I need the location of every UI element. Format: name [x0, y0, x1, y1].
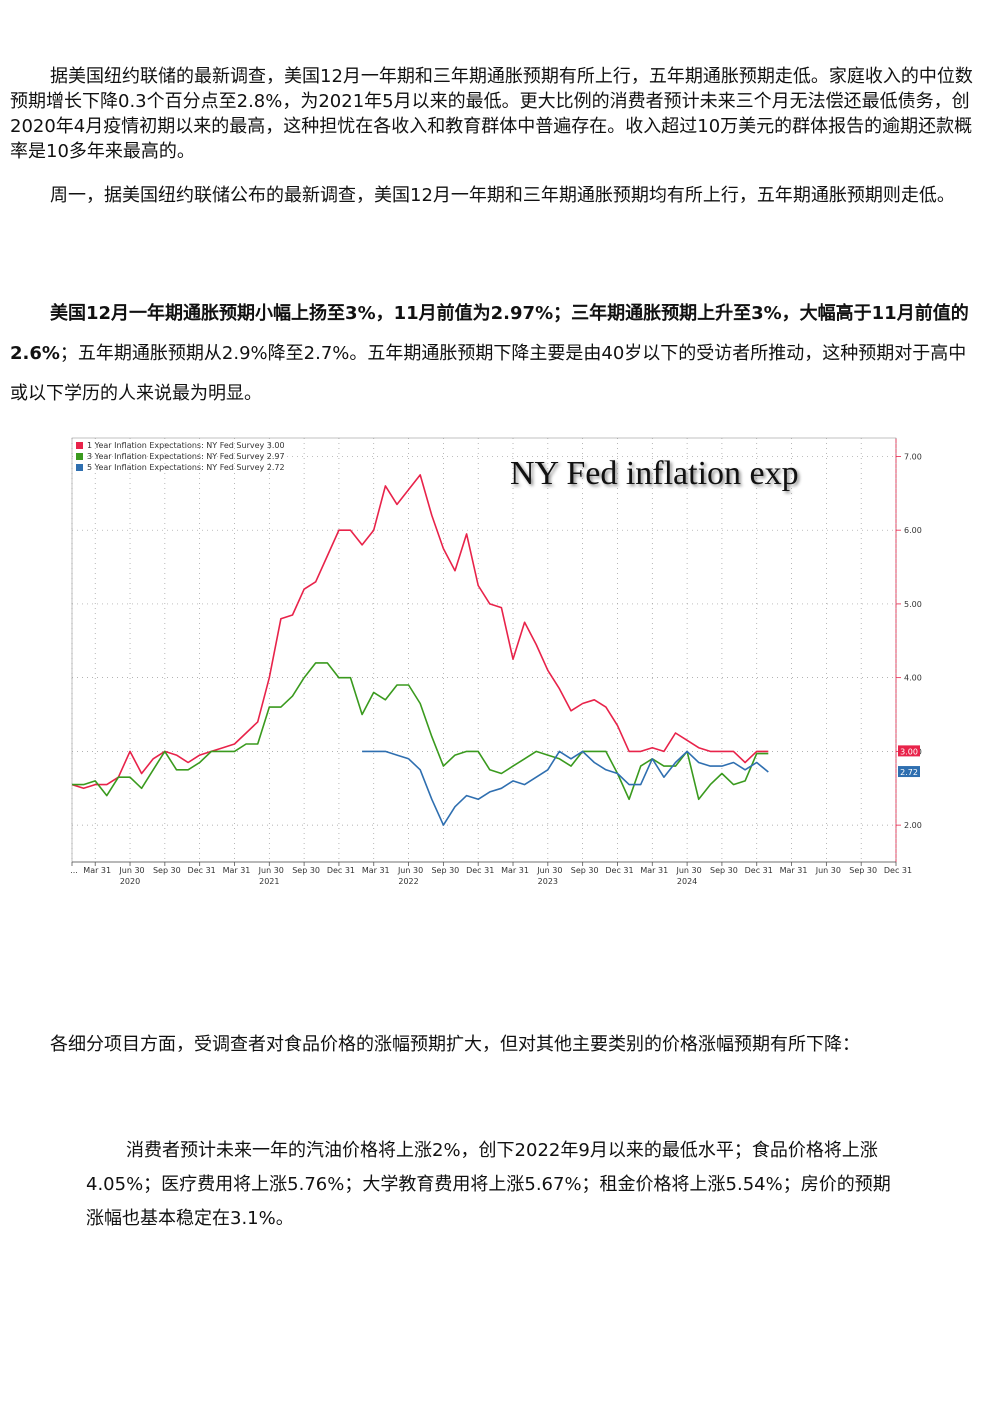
x-tick-label: Jun 30 — [536, 866, 562, 875]
price-expectations-text: 消费者预计未来一年的汽油价格将上涨2%，创下2022年9月以来的最低水平；食品价… — [86, 1140, 891, 1229]
last-value-label: 3.00 — [900, 747, 918, 756]
x-tick-label: Mar 31 — [223, 866, 251, 875]
price-expectations-paragraph: 消费者预计未来一年的汽油价格将上涨2%，创下2022年9月以来的最低水平；食品价… — [86, 1134, 906, 1236]
legend-swatch-3 — [76, 464, 83, 471]
subcategory-intro-text: 各细分项目方面，受调查者对食品价格的涨幅预期扩大，但对其他主要类别的价格涨幅预期… — [50, 1034, 860, 1055]
x-tick-label: Dec 31 — [327, 866, 355, 875]
x-year-label: 2020 — [120, 877, 140, 886]
y-tick-label: 4.00 — [904, 674, 922, 683]
x-tick-label: Mar 31 — [501, 866, 529, 875]
x-tick-label: Sep 30 — [431, 866, 459, 875]
x-tick-label: Sep 30 — [849, 866, 877, 875]
x-tick-label: Dec 31 — [466, 866, 494, 875]
x-tick-label: Sep 30 — [292, 866, 320, 875]
intro-paragraph: 据美国纽约联储的最新调查，美国12月一年期和三年期通胀预期有所上行，五年期通胀预… — [10, 64, 982, 164]
x-tick-label: Mar 31 — [780, 866, 808, 875]
x-tick-label: Dec 31 — [605, 866, 633, 875]
legend-swatch-2 — [76, 453, 83, 460]
x-tick-label: Sep 30 — [153, 866, 181, 875]
y-tick-label: 6.00 — [904, 526, 922, 535]
monday-paragraph-text: 周一，据美国纽约联储公布的最新调查，美国12月一年期和三年期通胀预期均有所上行，… — [50, 185, 955, 206]
x-tick-label: Sep 30 — [571, 866, 599, 875]
x-tick-label: Jun 30 — [675, 866, 701, 875]
legend-entry-3: 5 Year Inflation Expectations: NY Fed Su… — [87, 463, 285, 472]
x-year-label: 2022 — [398, 877, 418, 886]
x-tick-label: Dec 31 — [884, 866, 912, 875]
last-value-badge — [898, 766, 920, 778]
last-value-label: 2.72 — [900, 768, 918, 777]
expectations-bold-text: 美国12月一年期通胀预期小幅上扬至3%，11月前值为2.97%；三年期通胀预期上… — [10, 303, 969, 364]
y-tick-label: 2.00 — [904, 821, 922, 830]
x-tick-label: Jun 30 — [118, 866, 144, 875]
monday-paragraph: 周一，据美国纽约联储公布的最新调查，美国12月一年期和三年期通胀预期均有所上行，… — [10, 176, 982, 216]
inflation-chart: 2.00 3.00 4.00 5.00 6.00 7.00... Mar 31 Jun 30 S… — [70, 436, 930, 886]
intro-paragraph-text: 据美国纽约联储的最新调查，美国12月一年期和三年期通胀预期有所上行，五年期通胀预… — [10, 66, 973, 162]
x-tick-label: Sep 30 — [710, 866, 738, 875]
chart-svg: 2.00 3.00 4.00 5.00 6.00 7.00... Mar 31 Jun 30 S… — [70, 437, 922, 886]
chart-title: NY Fed inflation exp — [510, 455, 799, 492]
y-tick-label: 7.00 — [904, 452, 922, 461]
subcategory-intro: 各细分项目方面，受调查者对食品价格的涨幅预期扩大，但对其他主要类别的价格涨幅预期… — [50, 1032, 980, 1058]
legend-entry-2: 3 Year Inflation Expectations: NY Fed Su… — [87, 452, 285, 461]
plot-area — [71, 437, 897, 863]
last-value-badge — [898, 745, 920, 757]
y-tick-label: 5.00 — [904, 600, 922, 609]
x-tick-label: Mar 31 — [83, 866, 111, 875]
x-tick-label: Mar 31 — [640, 866, 668, 875]
x-year-label: 2021 — [259, 877, 279, 886]
x-tick-label: ... — [70, 866, 78, 875]
expectations-text: ；五年期通胀预期从2.9%降至2.7%。五年期通胀预期下降主要是由40岁以下的受… — [10, 343, 967, 404]
series-line-3 — [362, 750, 769, 826]
series-line-1 — [71, 474, 769, 790]
legend-entry-1: 1 Year Inflation Expectations: NY Fed Su… — [87, 441, 285, 450]
x-tick-label: Jun 30 — [397, 866, 423, 875]
x-tick-label: Mar 31 — [362, 866, 390, 875]
x-tick-label: Dec 31 — [745, 866, 773, 875]
x-tick-label: Jun 30 — [815, 866, 841, 875]
expectations-paragraph: 美国12月一年期通胀预期小幅上扬至3%，11月前值为2.97%；三年期通胀预期上… — [10, 294, 982, 414]
x-tick-label: Jun 30 — [258, 866, 284, 875]
x-year-label: 2023 — [538, 877, 558, 886]
legend-swatch-1 — [76, 442, 83, 449]
x-tick-label: Dec 31 — [188, 866, 216, 875]
x-year-label: 2024 — [677, 877, 697, 886]
